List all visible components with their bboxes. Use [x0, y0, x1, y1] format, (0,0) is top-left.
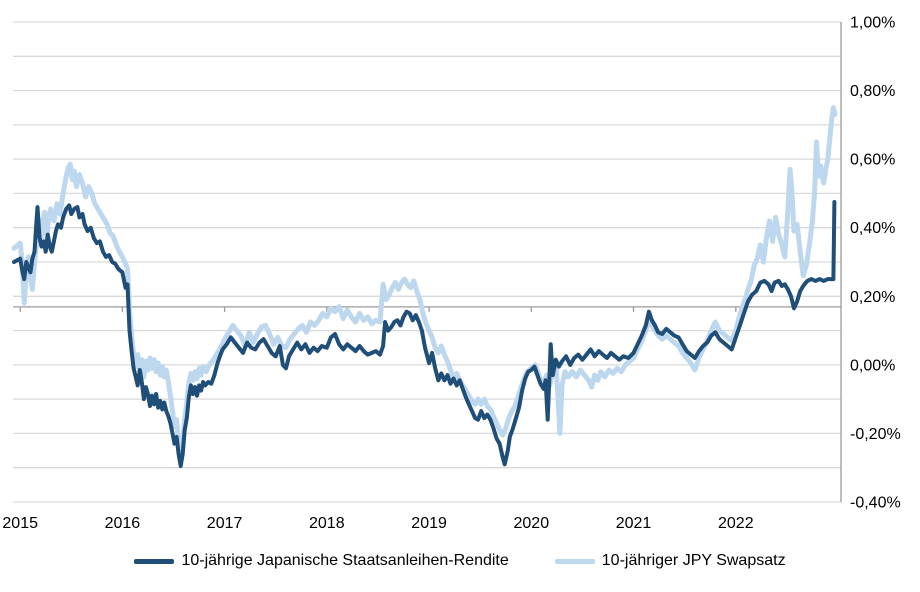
y-tick-label: 0,00%	[850, 357, 895, 374]
y-tick-label: 0,20%	[850, 289, 895, 306]
line-chart: 1,00% 0,80% 0,60% 0,40% 0,20% 0,00% -0,20% -0,4…	[2, 15, 901, 533]
x-tick-label: 2017	[207, 515, 243, 532]
x-tick-label: 2019	[411, 515, 447, 532]
y-tick-label: 1,00%	[850, 15, 895, 32]
x-tick-label: 2016	[105, 515, 141, 532]
legend: 10-jährige Japanische Staatsanleihen-Ren…	[0, 552, 920, 570]
swap-line-swatch	[554, 558, 595, 564]
category-axis-line	[13, 306, 841, 312]
y-tick-label: 0,60%	[850, 152, 895, 169]
legend-item-swap: 10-jähriger JPY Swapsatz	[554, 552, 786, 570]
y-tick-label: -0,40%	[850, 495, 901, 512]
x-tick-label: 2022	[718, 515, 754, 532]
x-tick-label: 2020	[514, 515, 550, 532]
legend-label-jgb: 10-jährige Japanische Staatsanleihen-Ren…	[181, 552, 509, 569]
jgb-line-swatch	[134, 558, 175, 564]
y-axis-labels: 1,00% 0,80% 0,60% 0,40% 0,20% 0,00% -0,20% -0,4…	[850, 15, 901, 512]
y-tick-label: 0,80%	[850, 83, 895, 100]
y-tick-label: -0,20%	[850, 426, 901, 443]
gridlines	[13, 21, 841, 503]
x-tick-label: 2021	[616, 515, 652, 532]
data-series	[11, 105, 838, 468]
x-tick-label: 2015	[2, 515, 38, 532]
x-tick-label: 2018	[309, 515, 345, 532]
y-tick-label: 0,40%	[850, 220, 895, 237]
jgb-line	[12, 200, 837, 468]
legend-label-swap: 10-jähriger JPY Swapsatz	[601, 552, 786, 569]
x-axis-labels: 2015 2016 2017 2018 2019 2020 2021 2022	[2, 515, 753, 532]
legend-item-jgb: 10-jährige Japanische Staatsanleihen-Ren…	[134, 552, 509, 570]
swap-line	[11, 105, 838, 460]
